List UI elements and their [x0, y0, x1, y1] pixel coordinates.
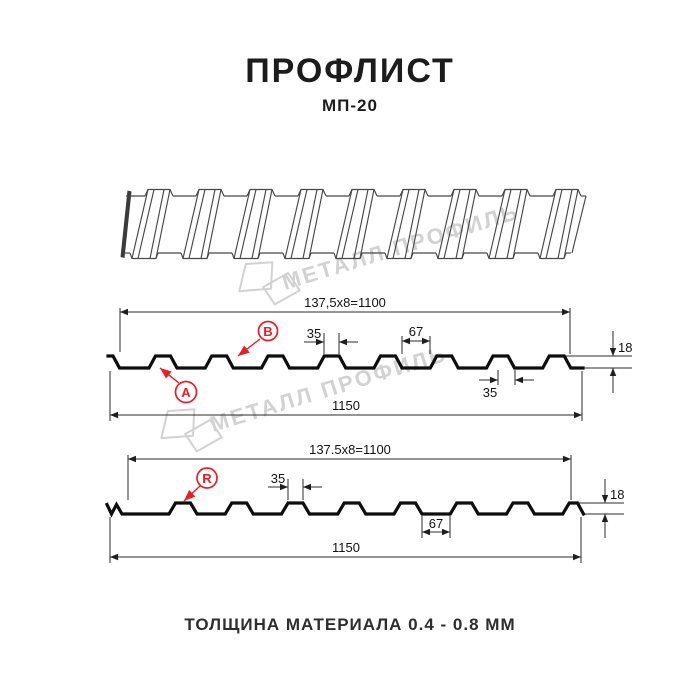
sheet-3d-line	[571, 195, 587, 254]
dim-pitch-formula: 137,5x8=1100	[304, 295, 386, 310]
sheet-3d-line	[410, 189, 426, 259]
dim-rib-top-width: 35	[271, 471, 285, 486]
watermark-logo-shape	[262, 272, 301, 306]
watermark-text: МЕТАЛЛ ПРОФИЛЬ	[279, 199, 522, 295]
sheet-3d-line	[512, 189, 528, 259]
sheet-3d-line	[137, 189, 155, 259]
dim-flat-width: 67	[409, 324, 423, 339]
side-label-a-text: A	[181, 385, 191, 400]
side-label-r-text: R	[202, 471, 212, 486]
sheet-3d-line	[333, 252, 363, 260]
cross-section-bottom: 137.5x8=1100 35 67 18 1150	[104, 442, 624, 563]
watermark-logo-shape	[160, 408, 196, 440]
sheet-3d-line	[297, 188, 327, 197]
sheet-3d-line	[435, 252, 465, 260]
sheet-3d-line	[290, 189, 308, 259]
sheet-3d-line	[155, 189, 171, 259]
sheet-3d-line	[399, 188, 429, 197]
sheet-3d-line	[461, 189, 477, 259]
side-label-r: R	[183, 467, 218, 502]
sheet-3d-line	[129, 252, 159, 260]
dim-height: 18	[610, 487, 624, 502]
sheet-3d-line	[545, 189, 563, 259]
sheet-3d-line	[120, 190, 132, 258]
watermark-logo: МЕТАЛЛ ПРОФИЛЬ	[160, 341, 450, 453]
cross-section-top: 137,5x8=1100 35 67 18 35	[106, 295, 632, 421]
material-thickness-note: ТОЛЩИНА МАТЕРИАЛА 0.4 - 0.8 ММ	[184, 615, 516, 634]
sheet-3d-line	[251, 189, 267, 259]
profile-outline	[104, 501, 586, 518]
sheet-3d-line	[239, 189, 257, 259]
sheet-3d-line	[537, 252, 567, 260]
sheet-3d-line	[206, 189, 222, 259]
dim-rib-top-width: 35	[307, 326, 321, 341]
sheet-3d-line	[335, 189, 353, 259]
sheet-3d-line	[131, 189, 149, 259]
profile-model-name: МП-20	[322, 96, 378, 115]
sheet-3d-line	[539, 189, 557, 259]
dim-total-width: 1150	[332, 540, 360, 555]
sheet-3d-line	[308, 189, 324, 259]
sheet-3d-line	[494, 189, 512, 259]
sheet-3d-line	[488, 189, 506, 259]
sheet-3d-line	[231, 252, 261, 260]
profile-outline	[106, 354, 585, 370]
sheet-3d-line	[149, 189, 165, 259]
sheet-3d-line	[386, 189, 404, 259]
side-label-b-text: B	[263, 324, 272, 339]
sheet-3d-line	[282, 252, 312, 260]
sheet-3d-line	[437, 189, 455, 259]
watermark-logo-shape	[184, 419, 223, 453]
sheet-3d-line	[455, 189, 471, 259]
sheet-3d-line	[404, 189, 420, 259]
dim-height: 18	[618, 340, 632, 355]
sheet-3d-line	[182, 189, 200, 259]
sheet-3d-line	[284, 189, 302, 259]
sheet-3d-line	[557, 189, 573, 259]
side-label-a: A	[159, 367, 198, 404]
sheet-3d-line	[246, 188, 276, 197]
sheet-3d-line	[257, 189, 273, 259]
page-title: ПРОФЛИСТ	[245, 52, 455, 90]
sheet-3d-line	[359, 189, 375, 259]
sheet-3d-line	[450, 188, 480, 197]
sheet-3d-view	[120, 188, 587, 260]
sheet-3d-line	[486, 252, 516, 260]
sheet-3d-line	[188, 189, 206, 259]
sheet-3d-line	[443, 189, 461, 259]
sheet-3d-line	[233, 189, 251, 259]
sheet-3d-line	[302, 189, 318, 259]
sheet-3d-line	[180, 252, 210, 260]
sheet-3d-line	[195, 188, 225, 197]
dim-pitch-formula: 137.5x8=1100	[309, 442, 391, 457]
dim-flat-width: 67	[429, 516, 443, 531]
sheet-3d-line	[200, 189, 216, 259]
sheet-3d-line	[392, 189, 410, 259]
sheet-3d-line	[506, 189, 522, 259]
sheet-3d-line	[353, 189, 369, 259]
dim-edge-width: 35	[483, 385, 497, 400]
sheet-3d-line	[348, 188, 378, 197]
dim-total-width: 1150	[332, 398, 360, 413]
side-label-b: B	[237, 320, 279, 357]
watermark-logo-shape	[238, 261, 274, 293]
sheet-3d-line	[384, 252, 414, 260]
sheet-3d-line	[341, 189, 359, 259]
sheet-3d-line	[552, 188, 582, 197]
sheet-3d-line	[563, 189, 579, 259]
sheet-3d-line	[501, 188, 531, 197]
sheet-3d-line	[144, 188, 174, 197]
